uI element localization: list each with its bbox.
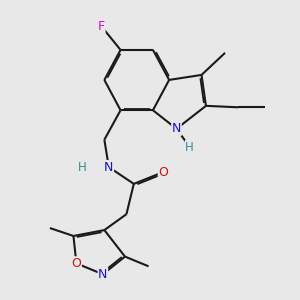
Text: H: H (185, 141, 194, 154)
Text: O: O (71, 257, 81, 270)
Text: N: N (172, 122, 181, 135)
Text: O: O (158, 166, 168, 178)
Text: N: N (104, 160, 113, 174)
Text: H: H (78, 160, 87, 174)
Text: N: N (98, 268, 108, 281)
Text: F: F (98, 20, 105, 33)
